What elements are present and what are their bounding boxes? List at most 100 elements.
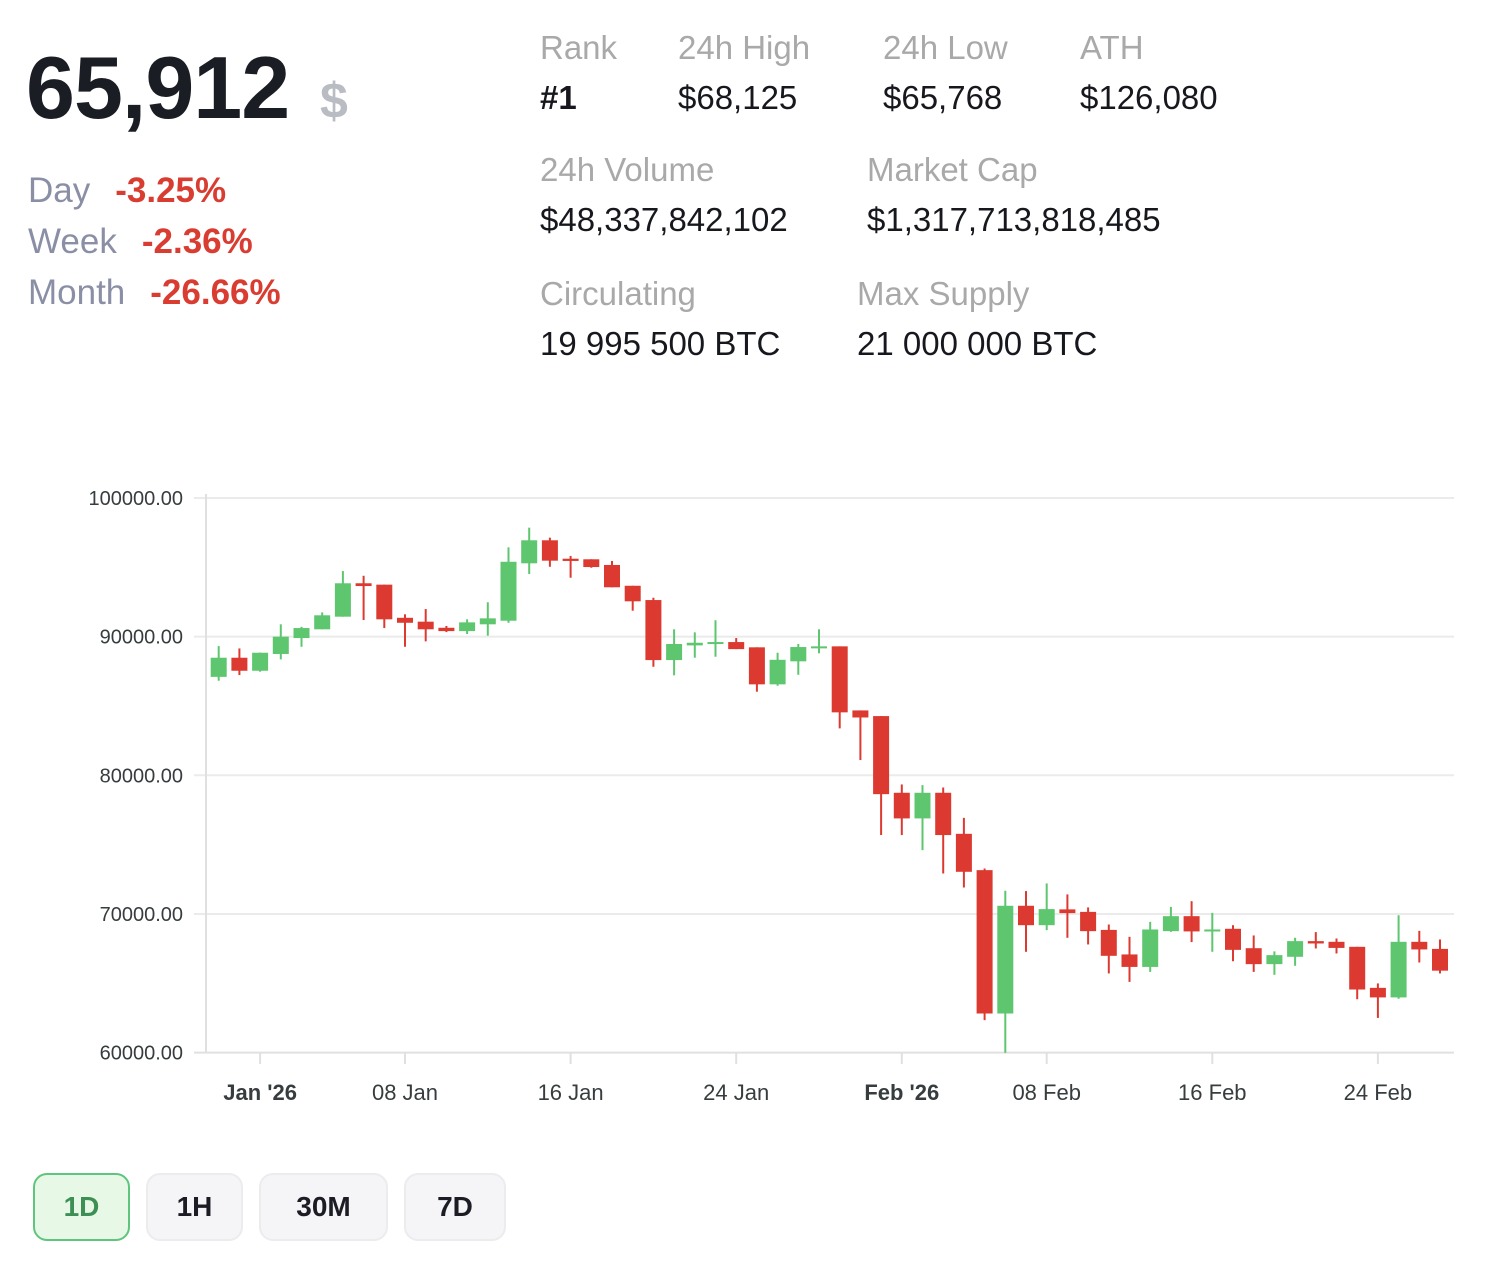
candle[interactable] — [293, 626, 310, 647]
x-axis-label: 16 Jan — [538, 1080, 604, 1105]
timeframe-1d-button[interactable]: 1D — [33, 1173, 130, 1241]
current-price: 65,912 — [26, 38, 290, 137]
candle[interactable] — [210, 646, 227, 681]
candle[interactable] — [1142, 921, 1159, 972]
candle[interactable] — [334, 571, 351, 617]
candle[interactable] — [355, 575, 372, 621]
candle[interactable] — [686, 632, 703, 658]
candle[interactable] — [1369, 983, 1386, 1018]
candle[interactable] — [1266, 951, 1283, 975]
stat-24h-high: 24h High $68,125 — [678, 23, 883, 123]
candle-body — [955, 833, 972, 872]
candle[interactable] — [1432, 939, 1448, 974]
stat-value: $126,080 — [1080, 79, 1218, 116]
candle[interactable] — [1287, 937, 1304, 966]
candle[interactable] — [1059, 894, 1076, 938]
candle[interactable] — [1245, 935, 1262, 972]
stat-label: ATH — [1080, 29, 1144, 66]
candle-body — [769, 659, 786, 685]
stat-circulating: Circulating 19 995 500 BTC — [540, 269, 857, 369]
candle[interactable] — [955, 817, 972, 888]
candle-body — [1121, 954, 1138, 967]
candle-body — [873, 716, 890, 795]
candle[interactable] — [914, 785, 931, 851]
candle-body — [314, 615, 331, 630]
candle[interactable] — [769, 652, 786, 686]
x-axis-label: 08 Feb — [1012, 1080, 1081, 1105]
candle[interactable] — [748, 647, 765, 692]
candle[interactable] — [314, 612, 331, 630]
candle[interactable] — [707, 620, 724, 657]
candle[interactable] — [521, 527, 538, 574]
stat-label: Max Supply — [857, 275, 1030, 312]
candle[interactable] — [1080, 907, 1097, 945]
candle[interactable] — [1204, 912, 1221, 952]
stats-row-2: 24h Volume $48,337,842,102 Market Cap $1… — [540, 145, 1161, 245]
price-chart[interactable]: 100000.00 90000.00 80000.00 70000.00 60000.0… — [0, 470, 1500, 1110]
candle[interactable] — [1411, 930, 1428, 963]
change-month: Month -26.66% — [28, 267, 281, 318]
y-axis-label: 70000.00 — [100, 904, 183, 926]
candle[interactable] — [873, 716, 890, 836]
candle[interactable] — [1225, 925, 1241, 962]
candle[interactable] — [1183, 901, 1200, 943]
candle-body — [1018, 905, 1034, 926]
candle-body — [935, 792, 952, 836]
candle[interactable] — [397, 614, 413, 647]
candle[interactable] — [438, 625, 455, 633]
candle[interactable] — [811, 629, 827, 654]
candle[interactable] — [893, 784, 910, 836]
candle[interactable] — [831, 646, 848, 729]
stat-ath: ATH $126,080 — [1080, 23, 1218, 123]
timeframe-7d-button[interactable]: 7D — [404, 1173, 506, 1241]
candle[interactable] — [624, 585, 641, 611]
candle[interactable] — [976, 868, 993, 1021]
timeframe-30m-button[interactable]: 30M — [259, 1173, 388, 1241]
candle[interactable] — [583, 559, 600, 568]
candle[interactable] — [935, 787, 952, 874]
candle-body — [272, 636, 289, 654]
x-axis-label: 08 Jan — [372, 1080, 438, 1105]
candle[interactable] — [1121, 936, 1138, 982]
stat-value: 21 000 000 BTC — [857, 325, 1098, 362]
candle[interactable] — [252, 652, 269, 672]
candle[interactable] — [1328, 938, 1345, 954]
candle[interactable] — [1307, 932, 1324, 949]
candle[interactable] — [1018, 891, 1034, 952]
candle[interactable] — [1162, 906, 1179, 932]
candle-body — [1349, 946, 1366, 990]
candle-body — [1287, 941, 1304, 957]
candle[interactable] — [645, 597, 662, 667]
candle[interactable] — [1349, 946, 1366, 1000]
candle[interactable] — [728, 638, 745, 650]
candle-body — [252, 652, 269, 671]
stat-max-supply: Max Supply 21 000 000 BTC — [857, 269, 1097, 369]
candle[interactable] — [997, 890, 1014, 1053]
candle[interactable] — [1038, 883, 1055, 931]
candle[interactable] — [376, 584, 393, 629]
change-value: -26.66% — [150, 273, 281, 312]
candle[interactable] — [604, 560, 620, 588]
candle[interactable] — [666, 629, 683, 676]
candle[interactable] — [459, 619, 476, 635]
candle[interactable] — [479, 602, 496, 636]
candlestick-chart-canvas[interactable]: 100000.00 90000.00 80000.00 70000.00 60000.0… — [0, 470, 1500, 1110]
candle[interactable] — [852, 710, 869, 761]
candle-body — [1038, 909, 1055, 926]
timeframe-1h-button[interactable]: 1H — [146, 1173, 243, 1241]
candle[interactable] — [790, 643, 807, 675]
candle[interactable] — [1390, 915, 1407, 999]
candle[interactable] — [231, 648, 248, 676]
candle[interactable] — [562, 555, 579, 578]
candle-body — [1142, 929, 1159, 967]
candle-body — [210, 657, 227, 677]
candle-body — [790, 647, 807, 662]
candle-body — [604, 564, 620, 588]
stat-value: $65,768 — [883, 79, 1003, 116]
candle[interactable] — [417, 609, 434, 642]
candle-body — [293, 628, 310, 639]
candle[interactable] — [541, 537, 558, 567]
candle[interactable] — [500, 547, 517, 623]
candle[interactable] — [1100, 924, 1117, 974]
candle[interactable] — [272, 624, 289, 660]
